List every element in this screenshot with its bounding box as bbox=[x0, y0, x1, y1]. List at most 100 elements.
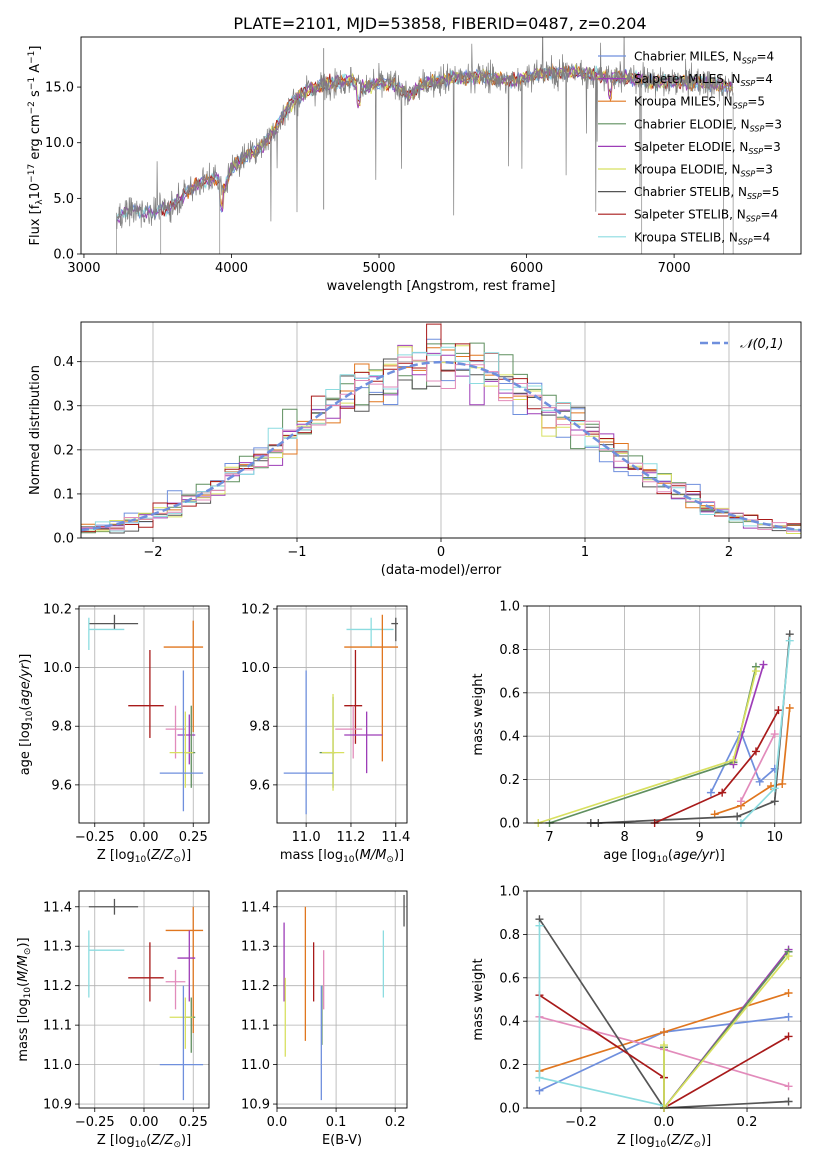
errorbar-point bbox=[88, 617, 125, 650]
errorbar-point bbox=[335, 705, 363, 759]
y-tick-label: 0.2 bbox=[499, 1058, 520, 1073]
y-tick-label: 0.4 bbox=[53, 355, 74, 370]
y-tick-label: 11.2 bbox=[241, 979, 270, 994]
errorbar-point bbox=[165, 969, 186, 1010]
x-tick-label: 0.25 bbox=[179, 830, 208, 845]
series-marker bbox=[770, 784, 779, 793]
errorbar-point bbox=[391, 617, 399, 642]
series-marker bbox=[770, 730, 779, 739]
errorbar-point bbox=[88, 898, 139, 915]
gaussian-curve bbox=[81, 360, 801, 532]
x-axis-label: E(B-V) bbox=[322, 1133, 362, 1148]
x-tick-label: 0.1 bbox=[326, 1115, 347, 1130]
figure-title: PLATE=2101, MJD=53858, FIBERID=0487, z=0… bbox=[233, 14, 646, 33]
errorbar-point bbox=[165, 705, 186, 759]
legend-label: Chabrier MILES, NSSP=4 bbox=[634, 50, 774, 66]
series-marker bbox=[751, 667, 760, 676]
y-tick-label: 0.4 bbox=[499, 1015, 520, 1030]
series-marker bbox=[733, 812, 742, 821]
axes-frame bbox=[80, 321, 802, 539]
y-tick-label: 0.4 bbox=[499, 730, 520, 745]
x-tick-label: 3000 bbox=[67, 261, 100, 276]
errorbar-point bbox=[177, 930, 196, 1002]
line-series bbox=[534, 667, 760, 827]
mass-weight-vs-age-chart: 7 8 9 10 0.0 0.2 0.4 0.6 0.8 1.0 mass weight age [l… bbox=[471, 600, 802, 865]
series-line bbox=[590, 634, 791, 824]
y-tick-label: 10.0 bbox=[43, 661, 72, 676]
x-tick-label: 0.25 bbox=[179, 1115, 208, 1130]
errorbar-point bbox=[177, 714, 196, 765]
x-tick-label: 0.0 bbox=[654, 1115, 675, 1130]
y-tick-label: 5.0 bbox=[53, 192, 74, 207]
y-tick-label: 10.9 bbox=[241, 1098, 270, 1113]
series-line bbox=[538, 670, 757, 824]
axes-frame bbox=[78, 890, 210, 1109]
x-tick-label: 5000 bbox=[362, 261, 395, 276]
y-tick-label: 0.8 bbox=[499, 643, 520, 658]
series-line bbox=[710, 729, 776, 793]
y-axis-label: Normed distribution bbox=[28, 365, 43, 495]
x-tick-label: 0 bbox=[437, 545, 445, 560]
y-tick-label: 11.4 bbox=[241, 900, 270, 915]
errorbar-point bbox=[344, 711, 383, 774]
legend-label: Salpeter MILES, NSSP=4 bbox=[634, 72, 773, 88]
x-tick-label: −0.25 bbox=[75, 830, 115, 845]
series-marker bbox=[785, 636, 794, 645]
series-marker bbox=[660, 1028, 668, 1037]
errorbar-point bbox=[165, 906, 204, 1034]
x-axis-label: (data-model)/error bbox=[381, 563, 502, 578]
y-tick-label: 0.0 bbox=[53, 532, 74, 547]
mass-vs-Z-chart: −0.25 0.00 0.25 10.9 11.0 11.1 11.2 11.3 11.4 Z [… bbox=[16, 890, 210, 1150]
x-tick-label: 9 bbox=[696, 830, 704, 845]
y-tick-label: 10.2 bbox=[43, 602, 72, 617]
x-tick-label: 1 bbox=[581, 545, 589, 560]
y-axis-label: mass weight bbox=[471, 958, 486, 1040]
series-line bbox=[549, 666, 757, 824]
mass-vs-EBV-chart: 0.0 0.1 0.2 10.9 11.0 11.1 11.2 11.3 11.4 E(B-V) bbox=[241, 890, 408, 1148]
x-tick-label: 7000 bbox=[658, 261, 691, 276]
series-marker bbox=[755, 777, 764, 786]
mass-weight-vs-Z-chart: −0.2 0.0 0.2 0.0 0.2 0.4 0.6 0.8 1.0 mass weight Z… bbox=[471, 885, 802, 1150]
series-line bbox=[740, 733, 776, 802]
y-axis-label: mass weight bbox=[471, 673, 486, 755]
residuals-chart: −2 −1 0 1 2 0.0 0.1 0.2 0.3 0.4 (data-model)/error… bbox=[28, 321, 802, 578]
y-tick-label: 0.6 bbox=[499, 686, 520, 701]
legend-label: Kroupa STELIB, NSSP=4 bbox=[634, 230, 770, 246]
errorbar-point bbox=[128, 942, 164, 1002]
errorbar-point bbox=[159, 985, 204, 1101]
y-axis-label: Flux [fλ10−17 erg cm−2 s−1 A−1] bbox=[27, 46, 45, 246]
x-tick-label: 0.00 bbox=[130, 1115, 159, 1130]
x-tick-label: 0.0 bbox=[267, 1115, 288, 1130]
age-vs-Z-chart: −0.25 0.00 0.25 9.6 9.8 10.0 10.2 Z [log10(Z/Z⊙… bbox=[18, 602, 210, 865]
errorbar-point bbox=[169, 997, 194, 1049]
axes-frame bbox=[78, 605, 210, 824]
y-tick-label: 9.6 bbox=[51, 778, 72, 793]
series-marker bbox=[706, 788, 715, 797]
x-tick-label: 6000 bbox=[510, 261, 543, 276]
legend-label: Salpeter ELODIE, NSSP=3 bbox=[634, 140, 781, 156]
series-marker bbox=[535, 1086, 544, 1095]
data-spectrum bbox=[116, 37, 734, 230]
series-line bbox=[654, 709, 780, 824]
errorbar-point bbox=[346, 617, 394, 648]
x-tick-label: 11.2 bbox=[336, 830, 365, 845]
series-marker bbox=[770, 797, 779, 806]
legend-label: Chabrier STELIB, NSSP=5 bbox=[634, 185, 779, 201]
series-line bbox=[732, 664, 765, 765]
y-tick-label: 0.0 bbox=[53, 248, 74, 263]
y-tick-label: 15.0 bbox=[45, 81, 74, 96]
y-axis-label: age [log10(age/yr)] bbox=[18, 654, 35, 776]
errorbar-point bbox=[88, 614, 139, 630]
line-series bbox=[650, 706, 783, 827]
y-tick-label: 0.0 bbox=[499, 1102, 520, 1117]
series-line bbox=[663, 955, 790, 1111]
y-tick-label: 11.0 bbox=[43, 1058, 72, 1073]
y-tick-label: 11.4 bbox=[43, 900, 72, 915]
x-axis-label: Z [log10(Z/Z⊙)] bbox=[97, 848, 191, 865]
y-tick-label: 10.0 bbox=[241, 661, 270, 676]
series-marker bbox=[784, 988, 793, 997]
x-tick-label: −1 bbox=[287, 545, 306, 560]
age-vs-mass-chart: 11.0 11.2 11.4 9.6 9.8 10.0 10.2 mass [log10(M/… bbox=[241, 602, 410, 865]
y-tick-label: 9.6 bbox=[249, 778, 270, 793]
series-marker bbox=[778, 779, 787, 788]
